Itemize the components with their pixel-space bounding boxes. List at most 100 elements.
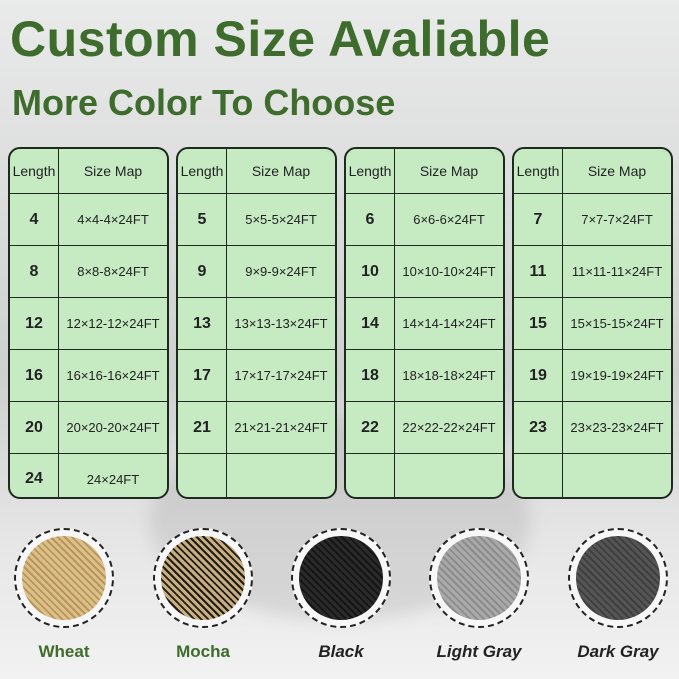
- table-row: 20 20×20-20×24FT: [10, 402, 167, 454]
- table-row: 12 12×12-12×24FT: [10, 298, 167, 350]
- length-cell: 13: [178, 298, 227, 349]
- size-map-cell: 4×4-4×24FT: [77, 212, 149, 227]
- length-cell: [178, 454, 227, 497]
- page-title: Custom Size Avaliable: [10, 11, 551, 67]
- length-cell: [514, 454, 563, 497]
- table-row: 5 5×5-5×24FT: [178, 194, 335, 246]
- size-map-cell: 22×22-22×24FT: [402, 420, 496, 435]
- table-row: 10 10×10-10×24FT: [346, 246, 503, 298]
- table-row: 13 13×13-13×24FT: [178, 298, 335, 350]
- size-map-cell: 5×5-5×24FT: [245, 212, 317, 227]
- size-map-header: Size Map: [419, 163, 479, 179]
- table-row: 14 14×14-14×24FT: [346, 298, 503, 350]
- table-row: 15 15×15-15×24FT: [514, 298, 671, 350]
- table-row: 23 23×23-23×24FT: [514, 402, 671, 454]
- size-map-cell: 13×13-13×24FT: [234, 316, 328, 331]
- table-row: 19 19×19-19×24FT: [514, 350, 671, 402]
- page-subtitle: More Color To Choose: [12, 82, 396, 123]
- length-cell: 5: [178, 194, 227, 245]
- size-table: Length Size Map 5 5×5-5×24FT 9 9×9-9×24FT 13 13…: [176, 147, 337, 499]
- length-cell: 7: [514, 194, 563, 245]
- length-cell: 4: [10, 194, 59, 245]
- swatch-black: [291, 528, 391, 628]
- size-map-cell: 23×23-23×24FT: [570, 420, 664, 435]
- length-cell: 12: [10, 298, 59, 349]
- table-row: 7 7×7-7×24FT: [514, 194, 671, 246]
- length-cell: 18: [346, 350, 395, 401]
- length-cell: 11: [514, 246, 563, 297]
- color-label: Mocha: [176, 642, 230, 661]
- size-map-cell: 24×24FT: [86, 471, 140, 487]
- length-cell: 19: [514, 350, 563, 401]
- table-row: 16 16×16-16×24FT: [10, 350, 167, 402]
- size-map-cell: 19×19-19×24FT: [570, 368, 664, 383]
- size-table: Length Size Map 6 6×6-6×24FT 10 10×10-10×24FT…: [344, 147, 505, 499]
- color-label: Black: [318, 642, 364, 661]
- length-cell: 20: [10, 402, 59, 453]
- size-map-cell: 18×18-18×24FT: [402, 368, 496, 383]
- table-row: 22 22×22-22×24FT: [346, 402, 503, 454]
- length-header: Length: [346, 149, 395, 193]
- table-row: [514, 454, 671, 497]
- table-header-row: Length Size Map: [514, 149, 671, 194]
- mesh-texture-icon: [22, 536, 106, 620]
- size-map-header: Size Map: [587, 163, 647, 179]
- length-header: Length: [514, 149, 563, 193]
- length-cell: 21: [178, 402, 227, 453]
- table-row: [346, 454, 503, 497]
- size-map-cell: 21×21-21×24FT: [234, 420, 328, 435]
- size-map-cell: 17×17-17×24FT: [234, 368, 328, 383]
- mesh-texture-icon: [437, 536, 521, 620]
- length-cell: 8: [10, 246, 59, 297]
- length-cell: 24: [10, 454, 59, 497]
- length-cell: 14: [346, 298, 395, 349]
- table-header-row: Length Size Map: [178, 149, 335, 194]
- size-map-cell: 8×8-8×24FT: [77, 264, 149, 279]
- size-map-cell: [227, 454, 335, 497]
- swatch-mocha: [153, 528, 253, 628]
- swatch-dark-gray: [568, 528, 668, 628]
- table-row: 8 8×8-8×24FT: [10, 246, 167, 298]
- size-map-header: Size Map: [251, 163, 311, 179]
- table-row: [178, 454, 335, 497]
- color-label: Light Gray: [436, 642, 522, 661]
- size-map-cell: 9×9-9×24FT: [245, 264, 317, 279]
- length-cell: 6: [346, 194, 395, 245]
- mesh-texture-icon: [299, 536, 383, 620]
- table-row: 24 24×24FT: [10, 454, 167, 497]
- size-table: Length Size Map 7 7×7-7×24FT 11 11×11-11×24FT…: [512, 147, 673, 499]
- table-row: 9 9×9-9×24FT: [178, 246, 335, 298]
- size-table: Length Size Map 4 4×4-4×24FT 8 8×8-8×24FT 12 12…: [8, 147, 169, 499]
- size-map-cell: 12×12-12×24FT: [66, 316, 160, 331]
- size-map-cell: 15×15-15×24FT: [570, 316, 664, 331]
- table-row: 18 18×18-18×24FT: [346, 350, 503, 402]
- table-row: 4 4×4-4×24FT: [10, 194, 167, 246]
- color-label: Dark Gray: [577, 642, 659, 661]
- length-cell: [346, 454, 395, 497]
- size-map-cell: 20×20-20×24FT: [66, 420, 160, 435]
- swatch-wheat: [14, 528, 114, 628]
- table-row: 11 11×11-11×24FT: [514, 246, 671, 298]
- length-cell: 10: [346, 246, 395, 297]
- size-map-cell: 7×7-7×24FT: [581, 212, 653, 227]
- size-map-cell: 10×10-10×24FT: [402, 264, 496, 279]
- length-cell: 9: [178, 246, 227, 297]
- color-label: Wheat: [38, 642, 90, 661]
- table-row: 21 21×21-21×24FT: [178, 402, 335, 454]
- length-cell: 22: [346, 402, 395, 453]
- table-header-row: Length Size Map: [346, 149, 503, 194]
- size-map-cell: 6×6-6×24FT: [413, 212, 485, 227]
- length-cell: 23: [514, 402, 563, 453]
- length-cell: 17: [178, 350, 227, 401]
- size-map-cell: 16×16-16×24FT: [66, 368, 160, 383]
- length-header: Length: [10, 149, 59, 193]
- size-map-cell: 14×14-14×24FT: [402, 316, 496, 331]
- length-cell: 15: [514, 298, 563, 349]
- swatch-light-gray: [429, 528, 529, 628]
- size-map-cell: 11×11-11×24FT: [571, 264, 663, 279]
- size-map-header: Size Map: [83, 163, 143, 179]
- mesh-texture-icon: [576, 536, 660, 620]
- length-cell: 16: [10, 350, 59, 401]
- length-header: Length: [178, 149, 227, 193]
- size-map-cell: [395, 454, 503, 497]
